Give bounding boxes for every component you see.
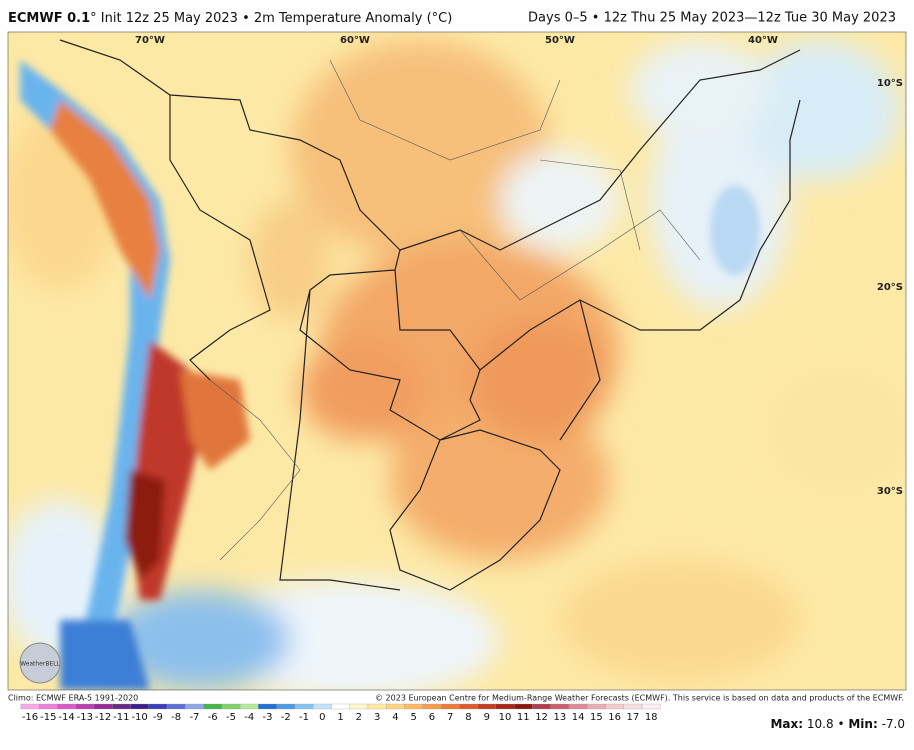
color-swatch	[38, 703, 58, 710]
color-swatch	[112, 703, 131, 710]
lon-labels: 70°W 60°W 50°W 40°W	[135, 35, 778, 46]
lon-label: 50°W	[545, 35, 575, 46]
stats: Max: 10.8 • Min: -7.0	[770, 717, 905, 731]
min-label: Min:	[848, 717, 877, 731]
colorbar-label: 1	[337, 712, 343, 723]
lon-label: 60°W	[340, 35, 370, 46]
color-swatch	[166, 703, 186, 710]
color-swatch	[130, 703, 149, 710]
colorbar-label: 13	[553, 712, 566, 723]
title: ° Init 12z 25 May 2023 • 2m Temperature …	[90, 11, 452, 26]
color-swatch	[514, 703, 533, 710]
colorbar-label: 12	[535, 712, 548, 723]
period: Days 0–5 • 12z Thu 25 May 2023—12z Tue 3…	[528, 11, 896, 26]
lat-label: 30°S	[877, 486, 903, 497]
colorbar-label: -14	[58, 712, 74, 723]
colorbar-label: -3	[263, 712, 273, 723]
colorbar-label: 8	[465, 712, 471, 723]
colorbar-label: -11	[113, 712, 129, 723]
colorbar-label: 6	[429, 712, 435, 723]
colorbar-label: -2	[281, 712, 291, 723]
color-swatch	[221, 703, 241, 710]
colorbar-label: -15	[40, 712, 56, 723]
colorbar-label: -1	[299, 712, 309, 723]
color-swatch	[331, 703, 350, 710]
color-swatch	[532, 703, 551, 710]
color-swatch	[587, 703, 606, 710]
color-swatch	[440, 703, 460, 710]
color-swatch	[93, 703, 113, 710]
model: ECMWF 0.1	[8, 11, 90, 26]
color-swatch	[404, 703, 423, 710]
map: WeatherBELL	[8, 32, 906, 690]
color-swatch	[20, 703, 40, 710]
logo: WeatherBELL	[19, 642, 61, 684]
colorbar-label: -4	[244, 712, 254, 723]
color-swatch	[276, 703, 296, 710]
color-swatch	[349, 703, 369, 710]
color-swatch	[258, 703, 277, 710]
logo-text: WeatherBELL	[20, 661, 61, 668]
colorbar-label: 11	[517, 712, 530, 723]
color-swatch	[605, 703, 624, 710]
colorbar-label: -5	[226, 712, 236, 723]
colorbar-label: 4	[392, 712, 398, 723]
color-swatch	[422, 703, 442, 710]
color-swatch	[75, 703, 95, 710]
color-swatch	[623, 703, 643, 710]
color-swatch	[386, 703, 405, 710]
min-value: -7.0	[882, 717, 905, 731]
lat-label: 10°S	[877, 78, 903, 89]
color-swatch	[367, 703, 387, 710]
climo: Climo: ECMWF ERA-5 1991-2020	[8, 694, 138, 703]
color-swatch	[641, 703, 661, 710]
colorbar-label: 10	[499, 712, 512, 723]
header-left: ECMWF 0.1° Init 12z 25 May 2023 • 2m Tem…	[8, 11, 452, 26]
borders	[59, 39, 801, 591]
colorbar-label: -13	[77, 712, 93, 723]
colorbar-label: -16	[22, 712, 38, 723]
colorbar-label: 18	[645, 712, 658, 723]
colorbar-label: 17	[627, 712, 640, 723]
colorbar-label: -6	[208, 712, 218, 723]
colorbar-label: 2	[356, 712, 362, 723]
colorbar-label: 5	[410, 712, 416, 723]
separator: •	[837, 717, 844, 731]
color-swatch	[239, 703, 259, 710]
colorbar-label: -12	[95, 712, 111, 723]
copyright: © 2023 European Centre for Medium-Range …	[375, 694, 904, 703]
colorbar-label: 7	[447, 712, 453, 723]
colorbar-label: 3	[374, 712, 380, 723]
colorbar-label: 14	[572, 712, 585, 723]
lon-label: 40°W	[748, 35, 778, 46]
color-swatch	[459, 703, 478, 710]
color-swatch	[477, 703, 497, 710]
colorbar: -16 -15 -14 -13 -12 -11 -10 -9 -8 -7 -6 -5 -4 -3 -2 -1 0…	[20, 703, 661, 723]
colorbar-label: -9	[153, 712, 163, 723]
lat-label: 20°S	[877, 282, 903, 293]
colorbar-label: 9	[484, 712, 490, 723]
colorbar-label: 0	[319, 712, 325, 723]
color-swatch	[203, 703, 222, 710]
colorbar-label: -7	[189, 712, 199, 723]
colorbar-label: -8	[171, 712, 181, 723]
color-swatch	[185, 703, 204, 710]
colorbar-label: 16	[608, 712, 621, 723]
color-swatch	[568, 703, 588, 710]
lat-labels: 10°S 20°S 30°S	[877, 78, 903, 497]
color-swatch	[57, 703, 76, 710]
colorbar-label: -10	[131, 712, 147, 723]
colorbar-label: 15	[590, 712, 603, 723]
color-swatch	[148, 703, 168, 710]
color-swatch	[550, 703, 570, 710]
lon-label: 70°W	[135, 35, 165, 46]
color-swatch	[294, 703, 314, 710]
max-label: Max:	[770, 717, 803, 731]
max-value: 10.8	[807, 717, 834, 731]
color-swatch	[495, 703, 515, 710]
color-swatch	[313, 703, 332, 710]
